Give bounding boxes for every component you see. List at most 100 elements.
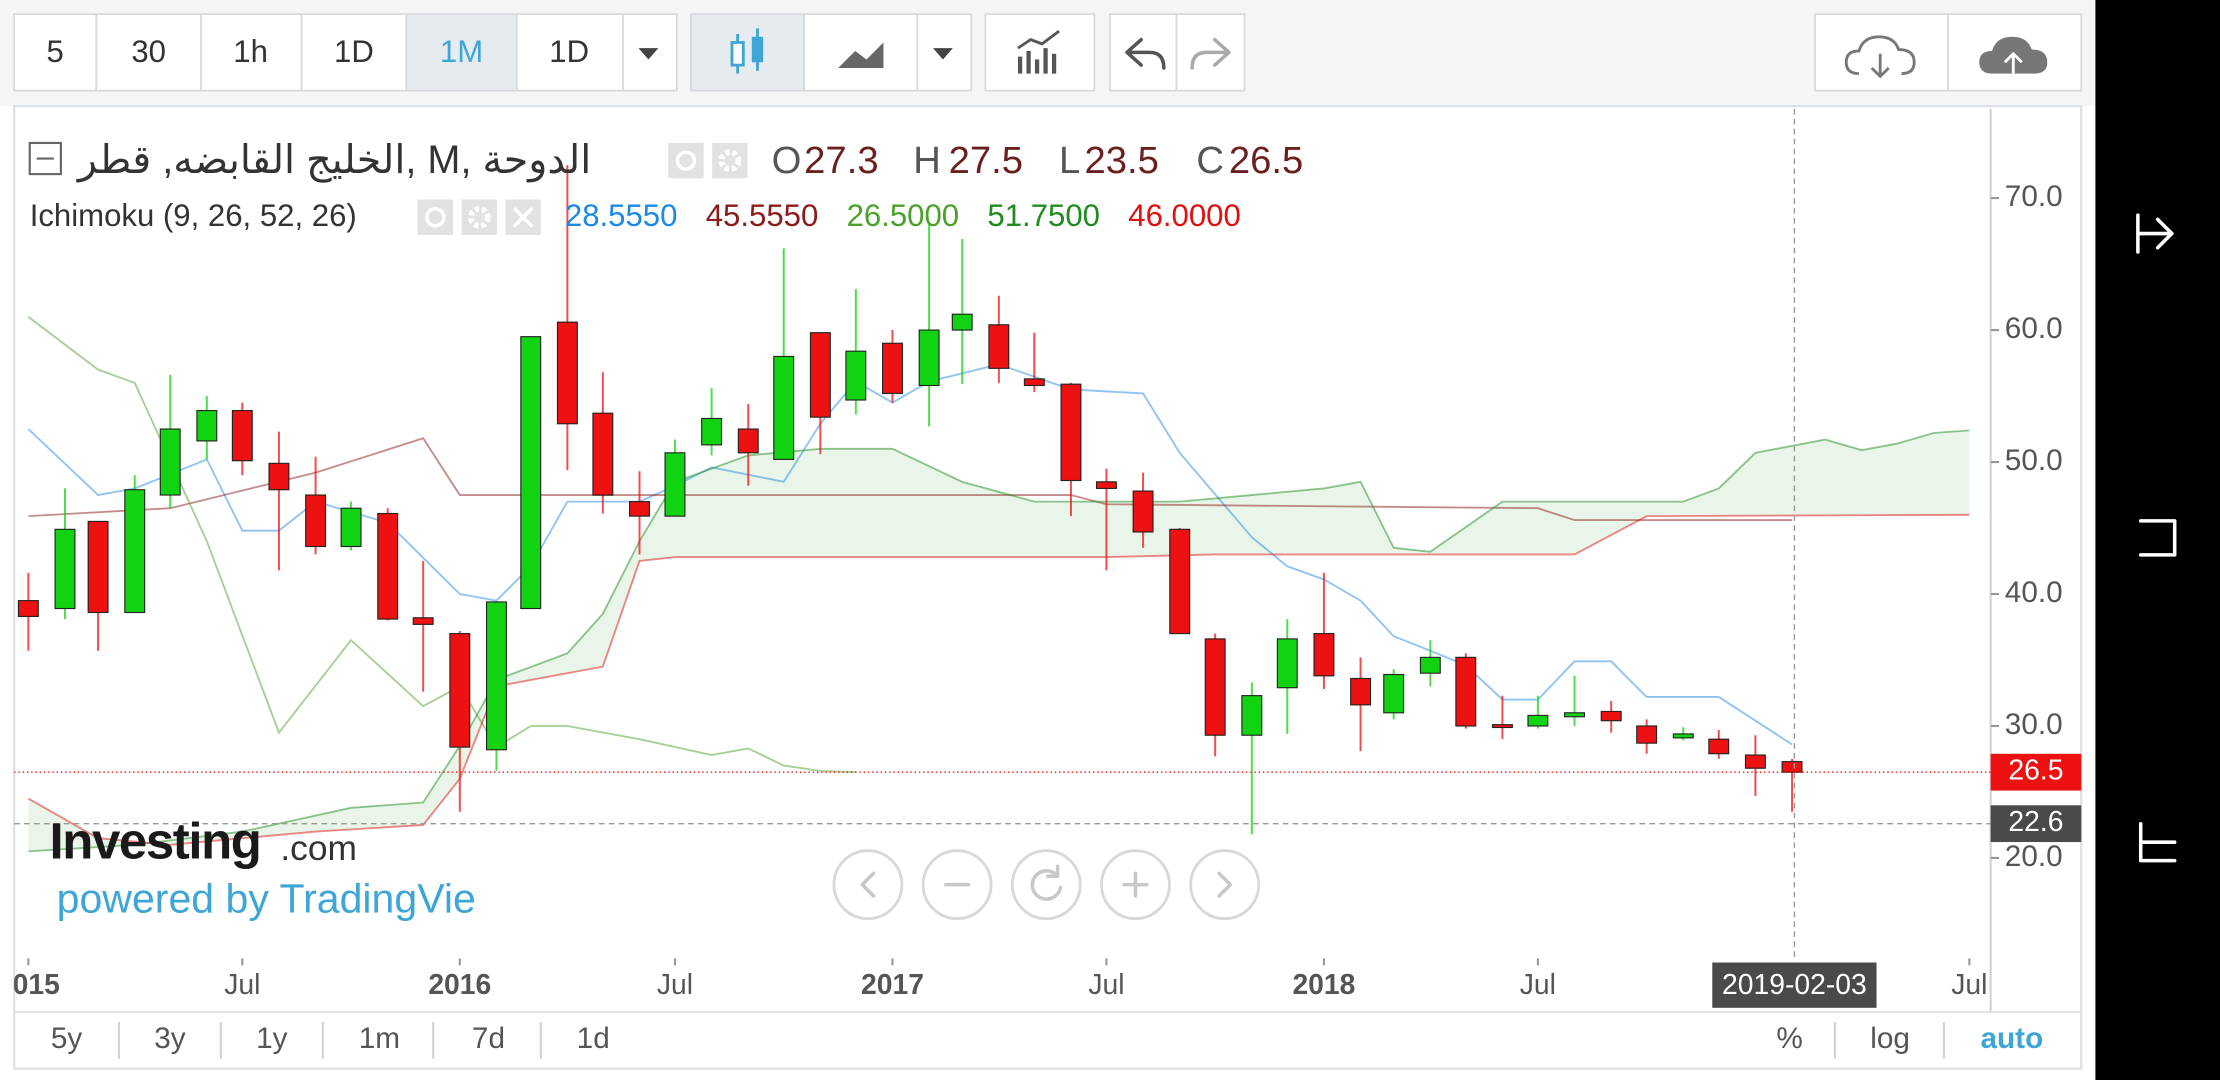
indicators-icon — [1017, 30, 1060, 74]
scroll-right-button[interactable] — [1189, 849, 1261, 921]
indicator-label: Ichimoku (9, 26, 52, 26) — [30, 198, 357, 233]
visibility-button[interactable] — [668, 142, 704, 179]
eye-icon — [425, 207, 446, 228]
last-price-label: 26.5 — [2008, 754, 2063, 786]
candle-body — [54, 528, 76, 610]
indicator-visibility-button[interactable] — [417, 199, 454, 235]
x-tick-label: Jul — [1951, 968, 1987, 1000]
auto-scale-button[interactable]: auto — [1981, 1022, 2044, 1055]
candle-body — [701, 417, 723, 446]
time-axis: 2015 Jul 2016 Jul 2017 Jul 2018 Jul Jul — [14, 958, 1987, 1000]
candle-body — [1744, 754, 1766, 769]
ohlc-letter: C — [1196, 139, 1224, 182]
interval-label: 5 — [47, 34, 64, 69]
ohlc-value: 27.3 — [804, 139, 878, 182]
range-button[interactable]: 1d — [577, 1022, 610, 1055]
candle-body — [809, 332, 831, 418]
load-button[interactable] — [1814, 13, 1950, 92]
dropdown-arrow — [638, 48, 659, 60]
log-scale-button[interactable]: log — [1870, 1022, 1910, 1055]
percent-scale-button[interactable]: % — [1776, 1022, 1802, 1055]
range-button[interactable]: 3y — [154, 1022, 186, 1055]
interval-label: 1M — [440, 34, 483, 69]
x-tick-label: 2018 — [1292, 968, 1355, 1000]
candle-body — [1419, 656, 1441, 674]
ohlc-letter: H — [913, 139, 941, 182]
candle-body — [1169, 528, 1191, 635]
indicator-value: 26.5000 — [847, 198, 960, 233]
range-button[interactable]: 5y — [51, 1022, 83, 1055]
candle-body — [449, 633, 471, 748]
candle-type-button[interactable] — [690, 13, 806, 92]
recent-apps-icon[interactable] — [2136, 213, 2174, 254]
candle-body — [377, 512, 399, 620]
interval-label: 30 — [131, 34, 166, 69]
candle-body — [87, 520, 109, 614]
gear-icon — [718, 149, 742, 172]
home-icon[interactable] — [2138, 519, 2177, 557]
crosshair-date-box — [1712, 962, 1877, 1008]
interval-button[interactable] — [515, 13, 624, 92]
y-tick-label: 60.0 — [2005, 312, 2063, 345]
candle-body — [1672, 733, 1694, 739]
dropdown-arrow — [933, 48, 953, 60]
range-button[interactable]: 1m — [359, 1022, 400, 1055]
ohlc-letter: L — [1059, 139, 1080, 182]
ohlc-value: 27.5 — [949, 139, 1023, 182]
y-tick-label: 50.0 — [2005, 444, 2063, 477]
back-icon[interactable] — [2138, 822, 2177, 863]
indicator-values: 28.5550 45.5550 26.5000 51.7500 46.0000 — [565, 198, 1241, 233]
candle-body — [1095, 481, 1117, 489]
candle-body — [1491, 724, 1513, 729]
reset-icon — [1030, 864, 1063, 901]
candle-body — [881, 342, 903, 394]
range-button[interactable]: 1y — [256, 1022, 288, 1055]
system-nav-bar — [2095, 0, 2220, 1080]
indicator-value: 46.0000 — [1128, 198, 1241, 233]
candle-body — [196, 409, 218, 442]
indicators-button[interactable] — [984, 13, 1096, 92]
candle-body — [951, 313, 973, 331]
chart-navigation — [832, 849, 1261, 921]
interval-button[interactable] — [405, 13, 518, 92]
indicator-settings-button[interactable] — [461, 199, 497, 235]
indicator-value: 45.5550 — [706, 198, 819, 233]
candle-body — [1350, 677, 1372, 706]
gear-icon — [467, 205, 491, 229]
candle-body — [1455, 656, 1477, 727]
reset-button[interactable] — [1010, 849, 1082, 921]
settings-button[interactable] — [712, 142, 748, 179]
indicator-value: 28.5550 — [565, 198, 678, 233]
y-tick-label: 70.0 — [2005, 180, 2063, 213]
line-icon — [838, 42, 884, 68]
indicator-line — [27, 513, 1970, 846]
candle-body — [1132, 490, 1154, 533]
candle-body — [1204, 638, 1226, 736]
crosshair-price-box — [1990, 805, 2082, 843]
interval-button[interactable] — [300, 13, 408, 92]
interval-label: 1D — [334, 34, 374, 69]
y-tick-label: 40.0 — [2005, 576, 2063, 609]
candle-body — [737, 428, 759, 454]
watermark: Investing .com powered by TradingVie — [50, 813, 476, 922]
x-tick-label: Jul — [1088, 968, 1124, 1000]
candle-body — [664, 452, 686, 517]
y-tick-label: 30.0 — [2005, 708, 2063, 741]
line-type-button[interactable] — [803, 13, 919, 92]
cloud-download-icon — [1844, 35, 1916, 76]
remove-icon — [512, 206, 534, 228]
undo-icon — [1125, 37, 1166, 70]
candle-body — [1527, 714, 1549, 727]
candle-body — [485, 601, 507, 751]
x-tick-label: Jul — [1520, 968, 1556, 1000]
watermark-powered: powered by TradingVie — [57, 875, 476, 921]
redo-icon — [1190, 37, 1231, 70]
candle-body — [988, 324, 1010, 369]
range-button[interactable]: 7d — [472, 1022, 505, 1055]
crosshair-date-label: 2019-02-03 — [1722, 968, 1867, 1000]
candle-body — [592, 412, 614, 496]
interval-button[interactable] — [13, 13, 98, 92]
cloud-upload-arrow — [2003, 51, 2023, 74]
scroll-left-button[interactable] — [832, 849, 904, 921]
